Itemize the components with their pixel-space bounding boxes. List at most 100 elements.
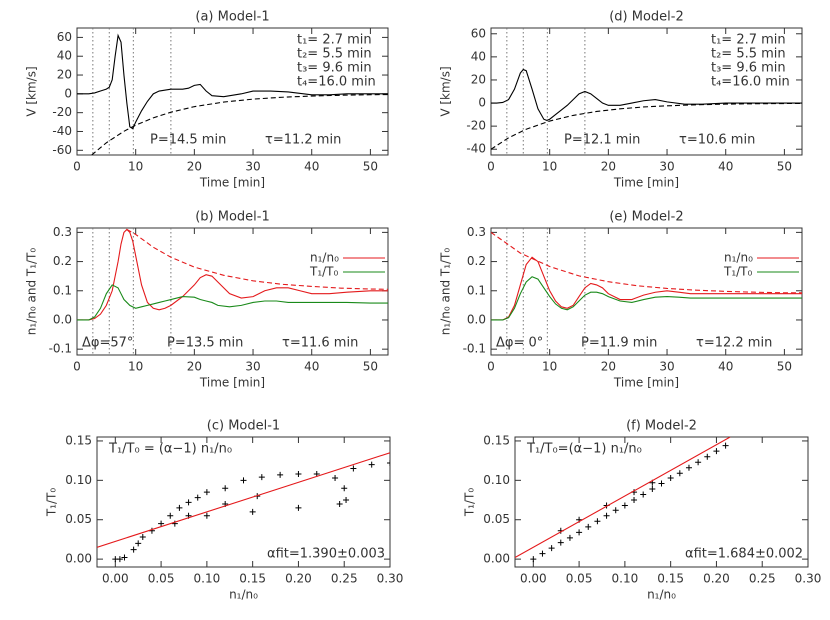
data-point [368, 461, 375, 468]
annotation: τ=11.6 min [282, 336, 358, 351]
data-point [116, 556, 123, 563]
legend-label: n₁/n₀ [724, 251, 753, 265]
annotation: T₁/T₀=(α−1) n₁/n₀ [526, 442, 642, 457]
plot-box [514, 436, 809, 568]
data-point [631, 497, 638, 504]
x-tick-label: 0 [487, 160, 495, 174]
annotation: t₂= 5.5 min [297, 47, 372, 62]
annotation: Δφ=57° [82, 336, 133, 351]
x-tick-label: 30 [245, 360, 260, 374]
panel-title: (e) Model-2 [609, 210, 683, 225]
data-point [676, 470, 683, 477]
annotation: t₂= 5.5 min [711, 47, 786, 62]
data-point [667, 474, 674, 481]
data-point [277, 471, 284, 478]
y-tick-label: -20 [466, 119, 486, 133]
y-tick-label: 0.00 [65, 552, 92, 566]
data-point [576, 529, 583, 536]
x-tick-label: 0 [73, 160, 81, 174]
annotation: T₁/T₀ = (α−1) n₁/n₀ [108, 442, 232, 457]
legend-label: n₁/n₀ [310, 251, 339, 265]
y-tick-label: -40 [52, 124, 72, 138]
x-tick-label: 40 [304, 160, 319, 174]
y-tick-label: 60 [471, 26, 486, 40]
data-point [222, 485, 229, 492]
data-point [387, 460, 390, 466]
x-tick-label: 20 [601, 160, 616, 174]
data-point [295, 504, 302, 511]
data-point [621, 502, 628, 509]
y-tick-label: -40 [466, 142, 486, 156]
annotation: t₁= 2.7 min [711, 33, 786, 48]
y-tick-label: 0.2 [467, 254, 486, 268]
x-tick-label: 50 [777, 360, 792, 374]
data-point [249, 508, 256, 515]
x-tick-label: 50 [777, 160, 792, 174]
x-tick-label: 20 [187, 360, 202, 374]
annotation: αfit=1.390±0.003 [267, 547, 385, 562]
plot-box [76, 27, 389, 156]
x-tick-label: 0.05 [148, 572, 175, 586]
panel: (b) Model-1 0 10 20 30 40 50 -0.1 0.0 0.1 0.2 0.3 Ti… [25, 210, 389, 390]
annotation: P=12.1 min [564, 133, 640, 148]
data-point [176, 504, 183, 511]
x-axis-label: Time [min] [199, 376, 265, 390]
panel: (c) Model-1 0.00 0.05 0.10 0.15 0.20 0.25 0.30 0… [45, 419, 404, 602]
y-tick-label: 20 [471, 72, 486, 86]
x-tick-label: 40 [304, 360, 319, 374]
data-point [585, 523, 592, 530]
fit-line [97, 452, 390, 548]
x-tick-label: 0.25 [749, 572, 776, 586]
x-tick-label: 50 [363, 160, 378, 174]
x-tick-label: 50 [363, 360, 378, 374]
annotation: t₁= 2.7 min [297, 33, 372, 48]
x-tick-label: 40 [718, 160, 733, 174]
panel-title: (d) Model-2 [609, 10, 684, 25]
plot-area [491, 231, 802, 321]
plot-box [76, 227, 389, 356]
data-point [722, 442, 729, 449]
y-tick-label: 0.1 [53, 283, 72, 297]
y-tick-label: 0.3 [467, 225, 486, 239]
data-point [332, 474, 339, 481]
y-tick-label: 0.05 [483, 512, 510, 526]
panel: (a) Model-1 0 10 20 30 40 50 -60 -40 -20 0 20 40 60 Ti… [25, 10, 389, 190]
plot-area [97, 452, 390, 563]
y-axis-label: T₁/T₀ [463, 488, 477, 518]
data-point [557, 539, 564, 546]
data-point [343, 497, 350, 504]
data-point [530, 556, 537, 563]
x-tick-label: 10 [128, 160, 143, 174]
plot-area [77, 33, 388, 155]
data-point [713, 448, 720, 455]
x-axis-label: Time [min] [613, 376, 679, 390]
data-point [185, 499, 192, 506]
annotation: αfit=1.684±0.002 [685, 547, 803, 562]
plot-box [490, 227, 803, 356]
x-tick-label: 20 [187, 160, 202, 174]
data-point [350, 465, 357, 472]
series-line [491, 256, 802, 321]
data-point [336, 500, 343, 507]
panel-title: (a) Model-1 [195, 10, 269, 25]
series-line [491, 231, 802, 294]
y-tick-label: 0.3 [53, 225, 72, 239]
y-tick-label: -20 [52, 105, 72, 119]
x-tick-label: 30 [245, 160, 260, 174]
y-tick-label: 0.10 [65, 473, 92, 487]
data-point [130, 546, 137, 553]
data-point [649, 486, 656, 492]
x-tick-label: 40 [718, 360, 733, 374]
plot-area [515, 437, 731, 563]
x-axis-label: Time [min] [199, 176, 265, 190]
y-axis-label: n₁/n₀ and T₁/T₀ [25, 248, 39, 336]
y-tick-label: 20 [57, 68, 72, 82]
y-axis-label: V [km/s] [25, 66, 39, 116]
x-tick-label: 0.15 [239, 572, 266, 586]
y-tick-label: 0.00 [483, 552, 510, 566]
y-axis-label: T₁/T₀ [45, 488, 59, 518]
data-point [640, 491, 647, 498]
annotation: τ=10.6 min [679, 133, 755, 148]
legend-label: T₁/T₀ [723, 265, 753, 279]
data-point [685, 464, 692, 471]
